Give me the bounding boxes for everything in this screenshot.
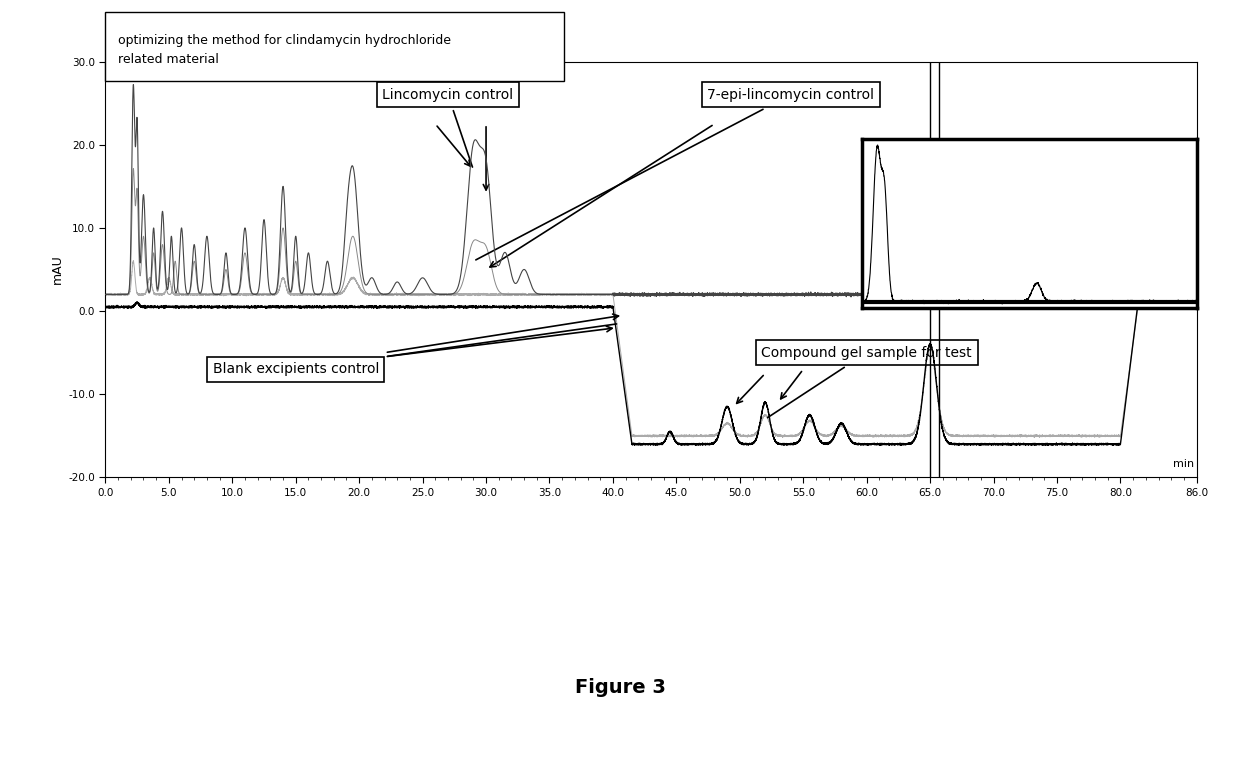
Text: Compound gel sample for test: Compound gel sample for test (761, 346, 972, 417)
Text: optimizing the method for clindamycin hydrochloride
related material: optimizing the method for clindamycin hy… (118, 34, 451, 66)
Text: Lincomycin control: Lincomycin control (382, 88, 513, 167)
Text: Blank excipients control: Blank excipients control (212, 324, 616, 377)
Text: min: min (1173, 459, 1194, 469)
Text: 7-epi-lincomycin control: 7-epi-lincomycin control (476, 88, 874, 260)
Text: Figure 3: Figure 3 (574, 678, 666, 697)
Y-axis label: mAU: mAU (51, 255, 64, 284)
